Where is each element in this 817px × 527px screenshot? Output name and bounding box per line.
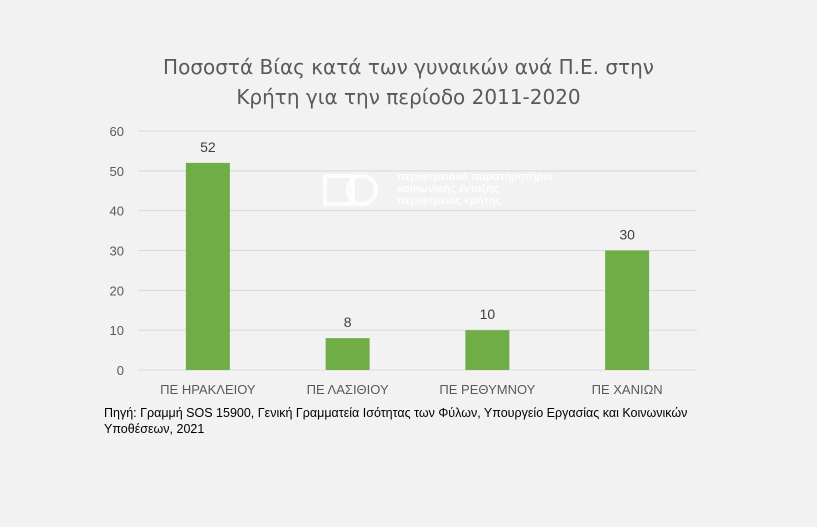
watermark-line-2: κοινωνικής ένταξης bbox=[397, 183, 499, 195]
y-tick-label: 50 bbox=[110, 164, 124, 179]
x-category-label-1: ΠΕ ΗΡΑΚΛΕΙΟΥ bbox=[160, 382, 256, 397]
x-axis-categories: ΠΕ ΗΡΑΚΛΕΙΟΥ ΠΕ ΛΑΣΙΘΙΟΥ ΠΕ ΡΕΘΥΜΝΟΥ ΠΕ ΧΑΝ… bbox=[160, 382, 663, 397]
source-note: Πηγή: Γραμμή SOS 15900, Γενική Γραμματεί… bbox=[104, 406, 688, 436]
watermark-line-1: περιφερειακό παρατηρητήριο bbox=[397, 171, 553, 183]
watermark-line-3: περιφέρειας κρήτης bbox=[397, 195, 501, 207]
y-tick-label: 30 bbox=[110, 244, 124, 259]
y-tick-label: 40 bbox=[110, 204, 124, 219]
y-tick-label: 20 bbox=[110, 283, 124, 298]
chart-title-line-2: Κρήτη για την περίοδο 2011-2020 bbox=[236, 85, 581, 109]
bar-4 bbox=[605, 250, 650, 370]
x-category-label-2: ΠΕ ΛΑΣΙΘΙΟΥ bbox=[307, 382, 389, 397]
chart-title: Ποσοστά Βίας κατά των γυναικών ανά Π.Ε. … bbox=[0, 52, 817, 112]
data-label-2: 8 bbox=[344, 314, 352, 330]
x-category-label-3: ΠΕ ΡΕΘΥΜΝΟΥ bbox=[439, 382, 535, 397]
watermark-logo: περιφερειακό παρατηρητήριο κοινωνικής έν… bbox=[323, 171, 553, 207]
x-category-label-4: ΠΕ ΧΑΝΙΩΝ bbox=[592, 382, 663, 397]
data-label-3: 10 bbox=[480, 306, 496, 322]
bar-3 bbox=[465, 330, 510, 370]
watermark-logo-circle bbox=[346, 174, 378, 206]
data-label-1: 52 bbox=[200, 139, 216, 155]
bars bbox=[185, 162, 650, 370]
bar-2 bbox=[325, 338, 370, 370]
y-tick-label: 10 bbox=[110, 323, 124, 338]
y-axis-ticks: 0 10 20 30 40 50 60 bbox=[110, 124, 124, 378]
gridlines bbox=[138, 130, 697, 371]
chart-title-line-1: Ποσοστά Βίας κατά των γυναικών ανά Π.Ε. … bbox=[163, 55, 654, 79]
watermark-logo-square bbox=[323, 174, 355, 206]
y-tick-label: 60 bbox=[110, 124, 124, 139]
y-tick-label: 0 bbox=[117, 363, 124, 378]
data-label-4: 30 bbox=[619, 227, 635, 243]
bar-1 bbox=[185, 162, 230, 370]
data-labels: 52 8 10 30 bbox=[200, 139, 635, 330]
